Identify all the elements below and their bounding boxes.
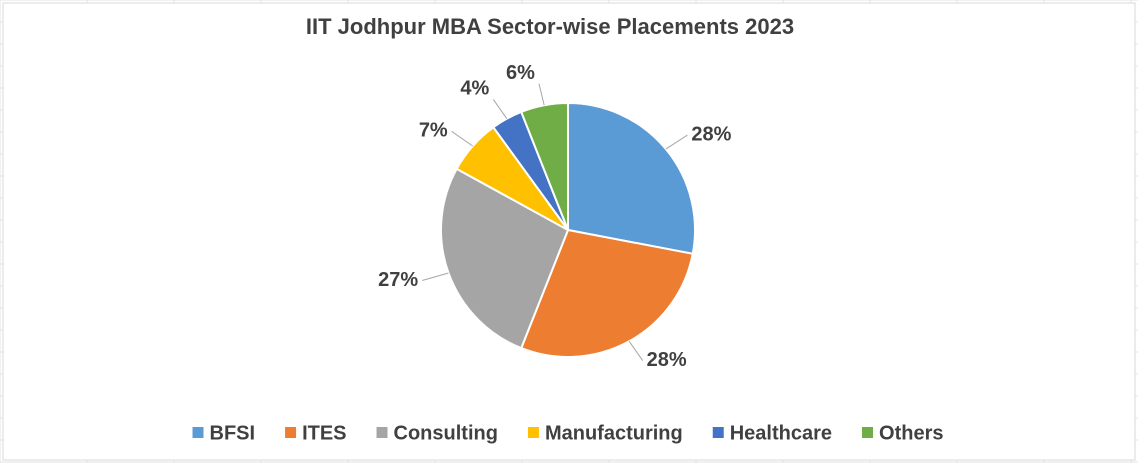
- legend-swatch: [376, 427, 388, 438]
- legend-label: BFSI: [210, 422, 256, 444]
- leader-line: [538, 83, 545, 106]
- pie-slice: [519, 228, 694, 358]
- legend-swatch: [192, 427, 204, 438]
- legend-swatch: [527, 427, 539, 438]
- data-label: 7%: [419, 120, 448, 142]
- leader-line: [628, 341, 644, 361]
- legend: BFSI ITES Consulting Manufacturing Healthcar…: [192, 422, 943, 444]
- data-label: 28%: [647, 349, 687, 371]
- legend-swatch: [862, 427, 874, 438]
- legend-label: Manufacturing: [545, 422, 683, 444]
- data-label: 28%: [691, 123, 731, 145]
- leader-line: [451, 131, 474, 147]
- pie-slice: [567, 101, 696, 255]
- legend-swatch: [285, 427, 297, 438]
- data-label: 4%: [460, 78, 489, 100]
- leader-line: [665, 134, 688, 150]
- chart-title: IIT Jodhpur MBA Sector-wise Placements 2…: [306, 14, 794, 39]
- legend-label: Consulting: [394, 422, 498, 444]
- legend-swatch: [712, 427, 724, 438]
- legend-label: Others: [879, 422, 943, 444]
- leader-line: [422, 272, 449, 281]
- data-label: 27%: [378, 269, 418, 291]
- legend-label: ITES: [302, 422, 346, 444]
- leader-line: [492, 99, 508, 119]
- data-label: 6%: [506, 62, 535, 84]
- legend-label: Healthcare: [730, 422, 832, 444]
